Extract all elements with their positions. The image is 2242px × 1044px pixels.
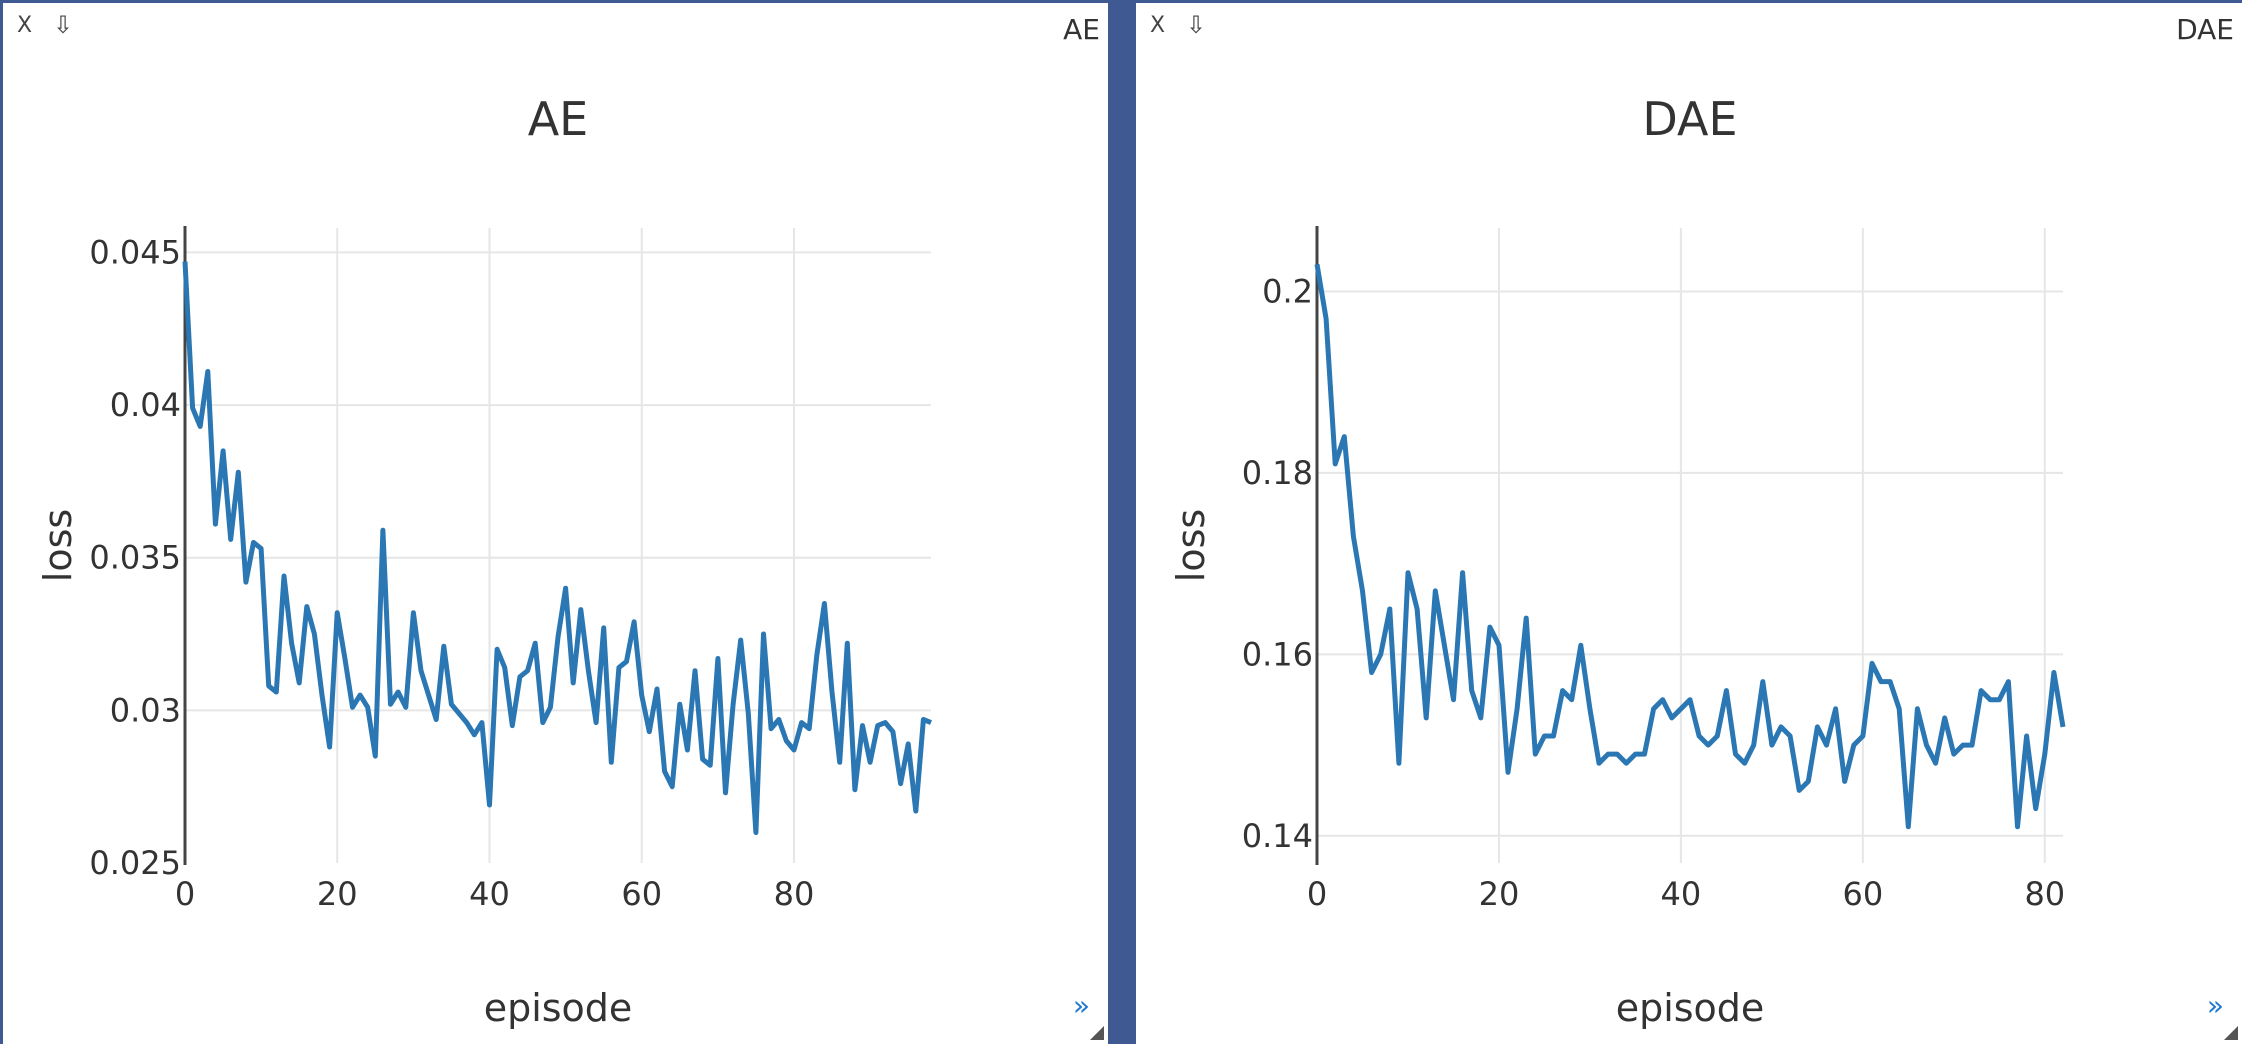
plot-window-dae: X ⇩ DAE DAE 0 20 40 60 80 0.14 0.16 0.18 0.2 episo… [1136,3,2242,1044]
y-tick-label: 0.035 [89,539,181,577]
y-tick-label: 0.045 [89,233,181,271]
window-toolbar: X ⇩ AE [3,3,1108,47]
window-title: AE [1063,13,1100,46]
download-icon[interactable]: ⇩ [53,11,74,39]
x-tick-label: 20 [317,875,358,913]
y-tick-label: 0.18 [1242,454,1313,492]
y-tick-label: 0.025 [89,844,181,882]
resize-handle-icon[interactable] [2224,1026,2238,1040]
y-tick-label: 0.14 [1242,817,1313,855]
x-tick-label: 20 [1479,875,1520,913]
y-axis-label: loss [1169,509,1213,582]
x-axis-label: episode [484,986,633,1030]
resize-handle-icon[interactable] [1090,1026,1104,1040]
x-axis-label: episode [1616,986,1765,1030]
line-chart-dae: DAE 0 20 40 60 80 0.14 0.16 0.18 0.2 episode loss [1169,92,2066,1030]
grid [1317,228,2063,863]
download-icon[interactable]: ⇩ [1186,11,1207,39]
close-button[interactable]: X [17,13,33,38]
x-tick-label: 0 [175,875,195,913]
x-tick-label: 40 [469,875,510,913]
y-tick-label: 0.2 [1262,273,1313,311]
y-tick-label: 0.04 [110,386,181,424]
window-title: DAE [2176,13,2234,46]
line-chart-ae: AE 0 20 40 60 80 0.025 0.03 0.035 0.04 0.045 episod… [36,92,932,1030]
plot-window-ae: X ⇩ AE AE 0 20 40 60 80 0.025 0.03 0.035 0.04 0.04… [3,3,1108,1044]
close-button[interactable]: X [1150,13,1166,38]
x-tick-label: 0 [1307,875,1327,913]
window-toolbar: X ⇩ DAE [1136,3,2242,47]
series-line [182,261,932,835]
series-line [1314,263,2066,830]
x-tick-label: 80 [774,875,815,913]
y-tick-label: 0.03 [110,691,181,729]
y-tick-label: 0.16 [1242,635,1313,673]
x-tick-label: 80 [2024,875,2065,913]
expand-button[interactable]: » [1072,989,1090,1022]
y-axis-label: loss [36,509,80,582]
chart-title: AE [528,92,589,146]
grid [185,228,931,863]
x-tick-label: 60 [621,875,662,913]
x-tick-label: 60 [1842,875,1883,913]
chart-title: DAE [1642,92,1737,146]
x-tick-label: 40 [1661,875,1702,913]
expand-button[interactable]: » [2206,989,2224,1022]
